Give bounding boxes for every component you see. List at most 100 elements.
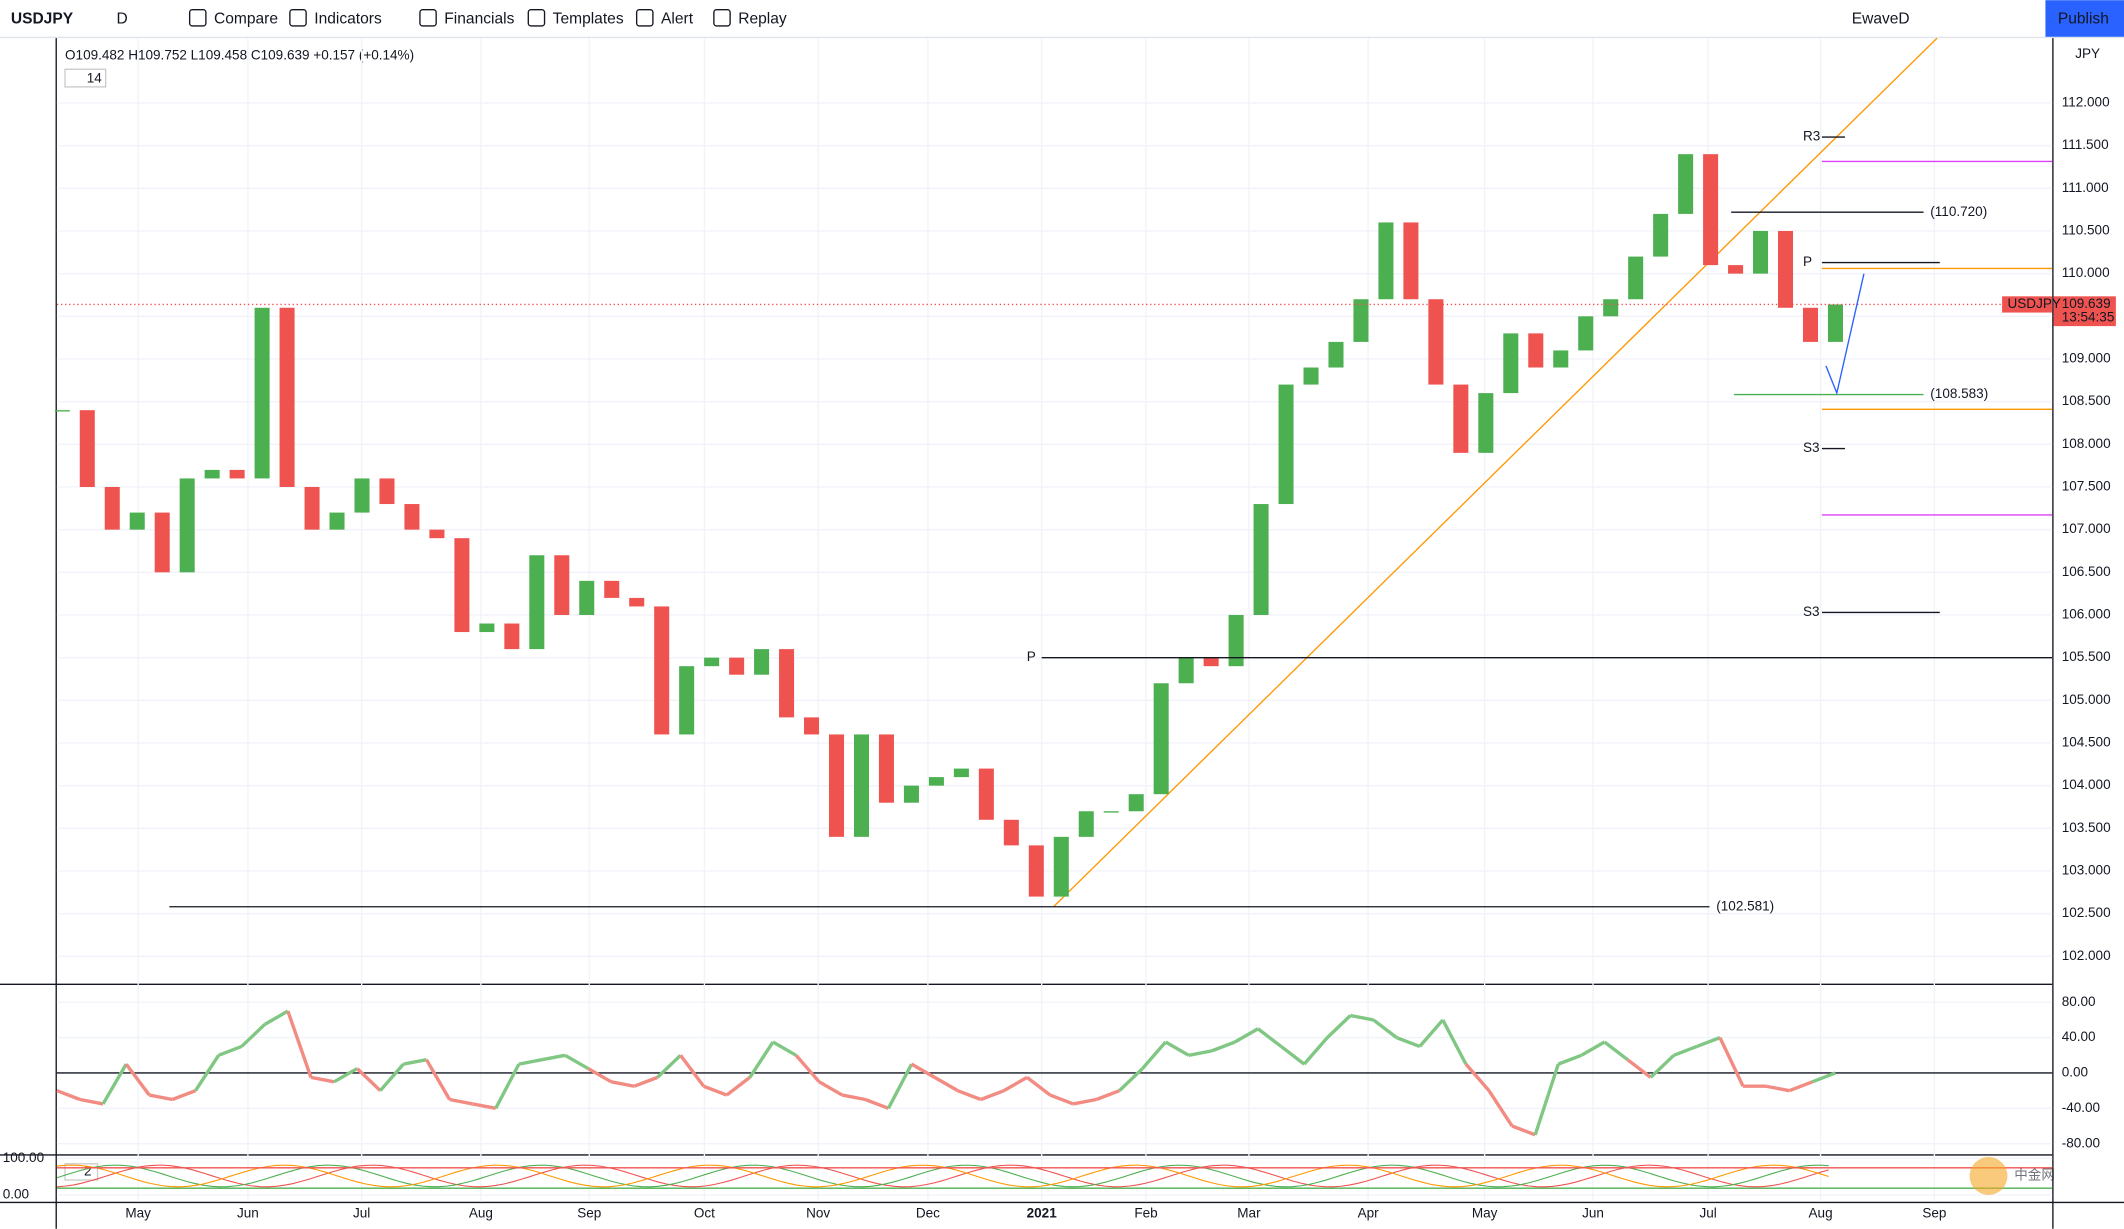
toolbar-icon[interactable] <box>188 8 207 27</box>
y-tick-label: 108.500 <box>2062 393 2111 408</box>
last-price-box <box>2053 296 2116 327</box>
period-box <box>64 68 107 88</box>
candle <box>1028 845 1044 897</box>
x-tick-label: Mar <box>1237 1205 1261 1220</box>
lower-line <box>56 1164 1829 1188</box>
candle <box>504 623 520 650</box>
candle <box>1528 333 1544 368</box>
osc-line <box>403 1058 427 1066</box>
osc-line <box>1603 1040 1629 1062</box>
osc-line <box>217 1044 243 1057</box>
osc-line <box>1557 1053 1582 1066</box>
toolbar-icon[interactable] <box>419 8 437 27</box>
osc-line <box>541 1053 566 1062</box>
osc-line <box>886 1063 914 1110</box>
period: 14 <box>87 70 103 85</box>
osc-line <box>1256 1027 1283 1048</box>
candle <box>329 512 345 530</box>
candle <box>1827 304 1843 342</box>
y-tick-label: 103.500 <box>2062 820 2111 835</box>
y-tick-label: 102.000 <box>2062 948 2111 963</box>
osc-line <box>1718 1036 1745 1087</box>
projection <box>1825 273 1865 396</box>
pivot-label: S3 <box>1803 440 1820 455</box>
y-tick-label: 111.500 <box>2062 137 2109 152</box>
layout-name[interactable]: EwaveD <box>1852 10 1910 27</box>
last-price: 109.639 <box>2062 296 2111 311</box>
candle <box>679 666 695 735</box>
interval[interactable]: D <box>116 10 127 27</box>
currency: JPY <box>2075 46 2100 61</box>
y-tick-label: 109.000 <box>2062 351 2111 366</box>
toolbar-item[interactable]: Indicators <box>314 10 382 27</box>
publish[interactable]: Publish <box>2058 10 2109 27</box>
osc-line <box>356 1067 382 1092</box>
candle <box>154 512 170 573</box>
candle <box>754 649 770 675</box>
pivot-label: P <box>1803 254 1812 269</box>
candle <box>104 486 120 530</box>
toolbar-item[interactable]: Financials <box>444 10 514 27</box>
symbol[interactable]: USDJPY <box>11 10 74 27</box>
x-tick-label: Apr <box>1358 1205 1380 1220</box>
candle <box>1253 504 1269 615</box>
toolbar-icon[interactable] <box>527 8 546 27</box>
toolbar-item[interactable]: Compare <box>214 10 278 27</box>
candle <box>79 410 95 487</box>
countdown: 13:54:35 <box>2062 310 2115 325</box>
symbol-box <box>2002 296 2053 313</box>
ohlc: O109.482 H109.752 L109.458 C109.639 +0.1… <box>65 47 414 62</box>
osc-line <box>56 1089 81 1102</box>
candle <box>1428 299 1444 385</box>
candle <box>1403 222 1419 300</box>
toolbar-icon[interactable] <box>635 8 654 27</box>
candle <box>1778 230 1794 308</box>
candle <box>1578 316 1594 351</box>
candle <box>579 580 595 615</box>
candle <box>1653 213 1669 257</box>
candle <box>254 307 270 479</box>
osc-line <box>1118 1067 1144 1092</box>
lower-label-box <box>64 1163 99 1181</box>
osc-line <box>679 1054 706 1088</box>
x-tick-label: Aug <box>469 1205 493 1220</box>
osc-line <box>1326 1014 1352 1039</box>
osc-line <box>124 1063 151 1097</box>
osc-line <box>1487 1089 1514 1127</box>
candle <box>279 307 295 487</box>
osc-line <box>1673 1044 1698 1057</box>
candle <box>1303 367 1319 385</box>
osc-tick-label: 40.00 <box>2062 1029 2096 1044</box>
toolbar-icon[interactable] <box>713 8 731 27</box>
toolbar-item[interactable]: Replay <box>738 10 787 27</box>
candle <box>1278 384 1294 505</box>
osc-line <box>1372 1018 1398 1039</box>
osc-line <box>1418 1018 1445 1048</box>
osc-line <box>748 1041 775 1079</box>
osc-line <box>794 1054 821 1083</box>
osc-line <box>1302 1036 1329 1066</box>
toolbar-icon[interactable] <box>289 8 307 27</box>
osc-line <box>1811 1071 1837 1084</box>
publish-button[interactable] <box>2045 0 2124 37</box>
toolbar-item[interactable]: Templates <box>553 10 624 27</box>
osc-line <box>1765 1084 1790 1093</box>
osc-line <box>1696 1036 1721 1049</box>
level-label: (110.720) <box>1930 204 1987 219</box>
osc-line <box>449 1097 473 1106</box>
osc-line <box>79 1097 104 1106</box>
candle <box>1728 265 1744 274</box>
osc-line <box>864 1097 890 1110</box>
candle <box>379 478 395 505</box>
toolbar-item[interactable]: Alert <box>661 10 694 27</box>
osc-line <box>425 1058 452 1101</box>
candle <box>1228 614 1244 667</box>
candle <box>354 478 370 513</box>
candle <box>978 768 994 820</box>
osc-line <box>633 1075 659 1088</box>
x-tick-label: Sep <box>1922 1205 1946 1220</box>
osc-line <box>333 1067 359 1084</box>
x-tick-label: Aug <box>1809 1205 1833 1220</box>
